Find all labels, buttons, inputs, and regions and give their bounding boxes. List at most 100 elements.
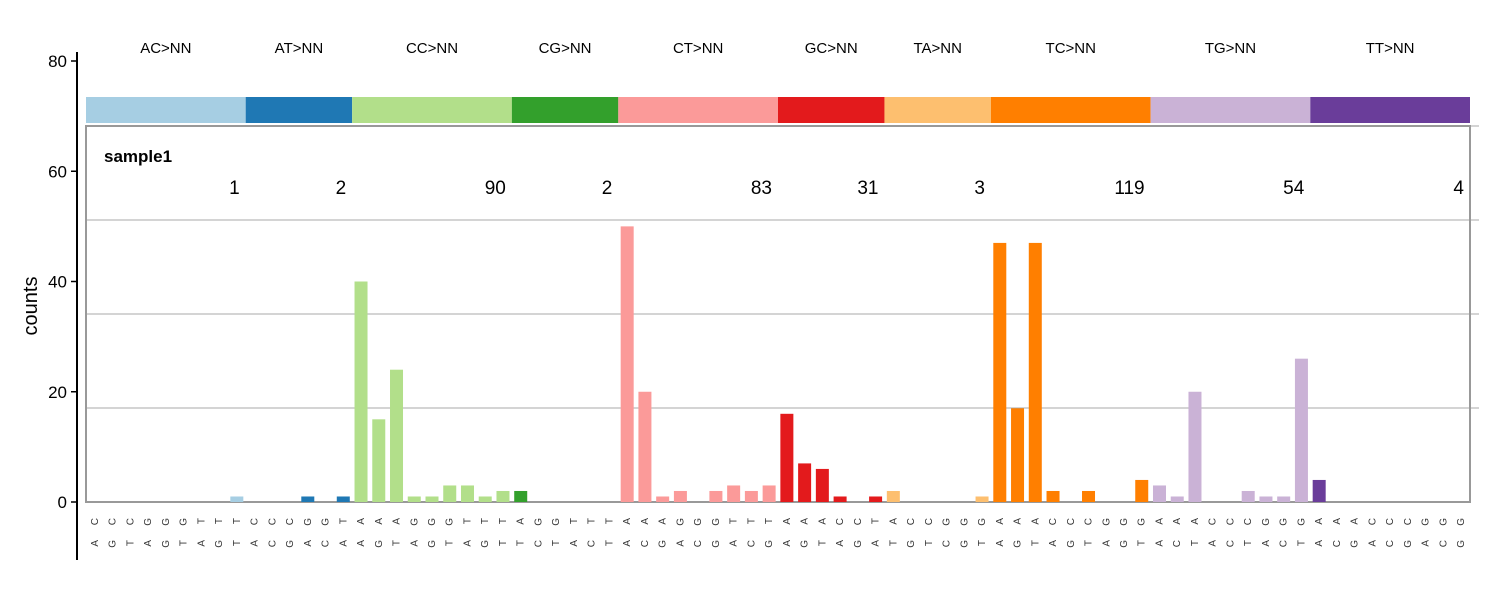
x-tick-label-second: A [835,540,846,547]
x-tick-label-first: T [196,518,207,524]
x-tick-label-first: G [1438,518,1449,526]
sample-label: sample1 [104,147,172,166]
x-tick-label-second: A [729,540,740,547]
bar [1312,479,1326,502]
y-tick-label: 80 [48,52,67,71]
x-tick-label-first: G [1137,518,1148,526]
bar [443,485,457,502]
bar [1259,496,1273,502]
x-tick-label-first: C [906,518,917,525]
x-tick-label-second: T [924,540,935,546]
x-tick-label-second: G [1350,540,1361,548]
x-tick-label-second: T [1190,540,1201,546]
x-tick-label-second: C [1225,540,1236,547]
x-tick-label-second: T [1030,540,1041,546]
group-label: TT>NN [1366,40,1415,57]
x-tick-label-first: C [250,518,261,525]
x-tick-label-first: T [764,518,775,524]
x-tick-label-first: A [782,518,793,525]
bar [1135,479,1149,502]
x-tick-label-first: C [835,518,846,525]
panel-border [85,125,1471,503]
x-tick-label-second: T [977,540,988,546]
x-tick-label-first: T [587,518,598,524]
x-tick-label-first: T [338,518,349,524]
group-label: TG>NN [1205,40,1256,57]
x-tick-label-first: A [1172,518,1183,525]
x-tick-label-second: T [817,540,828,546]
group-label: AC>NN [140,40,191,57]
x-tick-label-first: G [161,518,172,526]
bar [1277,496,1291,502]
bar [407,496,421,502]
x-tick-label-second: G [1403,540,1414,548]
group-color-strip [86,97,246,123]
group-color-strip [511,97,619,123]
x-tick-label-second: A [1261,540,1272,547]
x-tick-label-second: T [498,540,509,546]
x-tick-label-first: T [480,518,491,524]
bar [975,496,989,502]
x-tick-label-second: T [1296,540,1307,546]
x-tick-label-second: C [693,540,704,547]
x-tick-label-first: G [303,518,314,526]
group-color-strip [778,97,885,123]
x-tick-label-second: A [1101,540,1112,547]
x-tick-label-second: A [196,540,207,547]
group-total: 2 [336,178,347,199]
x-tick-label-first: A [356,518,367,525]
x-tick-label-first: C [108,518,119,525]
x-tick-label-second: A [622,540,633,547]
x-tick-label-second: T [551,540,562,546]
x-tick-label-first: A [640,518,651,525]
group-total: 119 [1114,178,1144,199]
x-tick-label-first: A [800,518,811,525]
x-tick-label-first: A [1013,518,1024,525]
bar [798,463,812,502]
group-label: CT>NN [673,40,723,57]
x-tick-label-first: G [143,518,154,526]
x-tick-label-second: A [1154,540,1165,547]
bar [762,485,776,502]
x-tick-label-second: G [374,540,385,548]
x-tick-label-second: A [90,540,101,547]
bar [1082,490,1096,502]
group-total: 83 [751,178,772,199]
x-tick-label-first: T [729,518,740,524]
x-tick-label-second: C [1172,540,1183,547]
x-tick-label-second: A [782,540,793,547]
bar [390,369,404,502]
x-tick-label-second: G [711,540,722,548]
x-tick-label-second: G [1013,540,1024,548]
x-tick-label-first: G [321,518,332,526]
bar [1011,408,1025,502]
bar [496,490,510,502]
bar [656,496,670,502]
x-tick-label-second: T [232,540,243,546]
x-tick-label-first: A [995,518,1006,525]
x-tick-label-first: A [392,518,403,525]
x-tick-label-second: C [640,540,651,547]
x-tick-label-first: G [711,518,722,526]
bar [230,496,244,502]
x-tick-label-second: A [995,540,1006,547]
x-tick-label-second: A [1048,540,1059,547]
x-tick-label-first: C [90,518,101,525]
x-tick-label-first: C [1225,518,1236,525]
x-tick-label-first: G [1101,518,1112,526]
bar [336,496,350,502]
x-tick-label-first: T [746,518,757,524]
x-tick-label-second: T [1243,540,1254,546]
x-tick-label-second: A [1367,540,1378,547]
bar [620,226,634,502]
x-tick-label-first: G [977,518,988,526]
bar [425,496,439,502]
group-color-strip [245,97,353,123]
x-tick-label-second: A [356,540,367,547]
x-tick-label-second: A [1208,540,1219,547]
x-tick-label-first: T [462,518,473,524]
group-total: 90 [485,178,506,199]
x-tick-label-first: C [1048,518,1059,525]
x-tick-label-first: A [1154,518,1165,525]
